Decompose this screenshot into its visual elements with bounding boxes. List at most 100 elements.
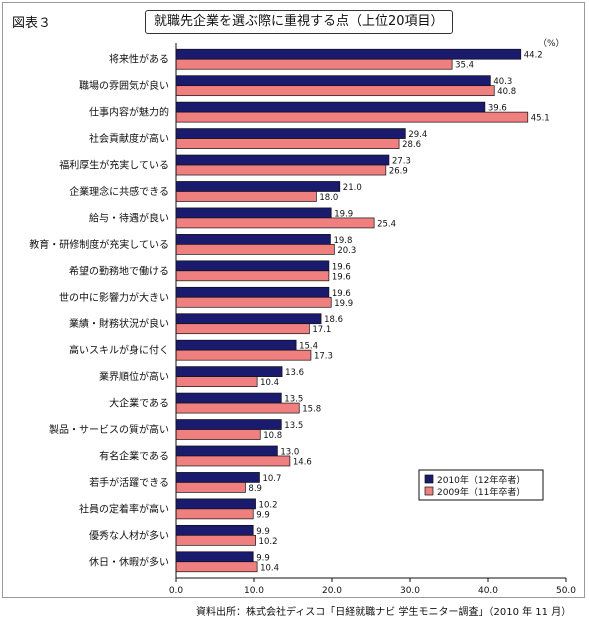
bar-2009 [175,482,246,493]
legend-box [418,469,544,501]
value-label-2010: 29.4 [408,130,427,140]
value-label-2010: 13.6 [285,368,304,378]
value-label-2010: 9.9 [256,553,270,563]
value-label-2009: 9.9 [256,510,270,520]
value-label-2009: 35.4 [455,61,474,71]
category-label: 教育・研修制度が充実している [29,238,169,251]
category-label: 業界順位が高い [99,370,169,383]
value-label-2009: 10.4 [260,563,279,573]
value-label-2009: 19.6 [332,272,351,282]
value-label-2010: 10.2 [259,500,278,510]
bar-2010 [175,366,283,377]
bar-2010 [175,419,282,430]
value-label-2009: 18.0 [319,193,338,203]
category-label: 有名企業である [99,449,169,462]
bar-2009 [175,270,330,282]
value-label-2009: 20.3 [337,246,356,256]
bar-2010 [175,551,254,563]
value-label-2010: 19.8 [333,236,352,246]
category-label: 業績・財務状況が良い [69,317,169,330]
value-label-2009: 19.9 [334,299,353,309]
x-tick-label: 10.0 [244,586,264,596]
bar-2010 [175,128,406,139]
value-label-2010: 40.3 [493,77,512,87]
bar-2009 [175,508,254,520]
value-label-2010: 13.5 [284,395,303,405]
value-label-2010: 44.2 [524,51,543,61]
category-label: 大企業である [109,397,169,410]
x-tick-label: 30.0 [400,586,420,596]
bar-2010 [175,260,330,272]
bar-2010 [175,154,390,166]
value-label-2009: 28.6 [402,140,421,150]
value-label-2009: 17.1 [312,325,331,335]
bar-2009 [175,402,300,414]
value-label-2009: 10.2 [259,537,278,547]
category-label: 世の中に影響力が大きい [59,291,169,304]
bar-2010 [175,445,278,457]
bar-2009 [175,455,291,467]
value-label-2010: 27.3 [392,157,411,167]
value-label-2009: 10.8 [263,431,282,441]
value-label-2010: 39.6 [488,104,507,114]
bar-2010 [175,207,332,219]
bar-2009 [175,323,310,335]
value-label-2010: 15.4 [299,342,318,352]
category-labels: 将来性がある職場の雰囲気が良い仕事内容が魅力的社会貢献度が高い福利厚生が充実して… [29,53,169,569]
value-label-2009: 26.9 [389,167,408,177]
value-label-2009: 45.1 [531,114,550,124]
bar-2009 [175,561,258,573]
value-label-2010: 19.6 [332,262,351,272]
bar-2010 [175,48,522,60]
bar-2010 [175,75,491,87]
bar-2009 [175,376,258,387]
value-label-2010: 13.0 [280,447,299,457]
bar-2009 [175,85,495,97]
bar-2010 [175,472,260,483]
bar-2010 [175,524,254,536]
category-label: 社会貢献度が高い [89,132,169,145]
bar-2009 [175,138,400,149]
category-label: 優秀な人材が多い [89,529,169,542]
bar-2009 [175,429,261,440]
value-label-2009: 14.6 [293,457,312,467]
legend[interactable]: 2010年（12年卒者）2009年（11年卒者） [418,469,544,501]
bar-2009 [175,349,312,361]
value-labels: 44.2 35.4 40.340.8 39.6 45.1 29.428.6 27.326.9… [248,51,549,574]
bar-2009 [175,244,335,255]
legend-swatch-2010 [424,474,434,484]
bar-2010 [175,339,297,351]
bar-2010 [175,313,322,325]
value-label-2009: 15.8 [302,405,321,415]
bar-2010 [175,286,330,298]
bar-2010 [175,101,486,113]
value-label-2010: 13.5 [284,421,303,431]
value-label-2009: 40.8 [497,87,516,97]
legend-swatch-2009 [424,486,434,496]
category-label: 高いスキルが身に付く [69,344,169,357]
unit-label: （%） [538,39,565,49]
category-label: 福利厚生が充実している [59,159,169,172]
bar-2010 [175,498,256,510]
category-label: 希望の勤務地で働ける [69,264,169,277]
x-tick-label: 0.0 [169,586,184,596]
category-label: 若手が活躍できる [89,476,169,489]
value-label-2010: 21.0 [343,183,362,193]
x-tick-label: 50.0 [556,586,576,596]
category-label: 企業理念に共感できる [69,185,169,198]
axes: 0.0 10.0 20.0 30.0 40.0 50.0 [169,43,576,596]
value-label-2009: 17.3 [314,352,333,362]
category-label: 将来性がある [109,53,169,66]
bars [175,48,529,573]
bar-2010 [175,234,331,245]
value-label-2010: 18.6 [324,315,343,325]
x-tick-label: 20.0 [322,586,342,596]
category-label: 仕事内容が魅力的 [89,106,169,119]
bar-2009 [175,58,453,70]
category-label: 休日・休暇が多い [89,555,169,568]
chart-title: 就職先企業を選ぶ際に重視する点（上位20項目） [145,10,453,34]
category-label: 給与・待遇が良い [89,211,169,224]
bar-2009 [175,191,317,202]
bar-2009 [175,296,332,308]
category-label: 社員の定着率が高い [79,502,169,515]
